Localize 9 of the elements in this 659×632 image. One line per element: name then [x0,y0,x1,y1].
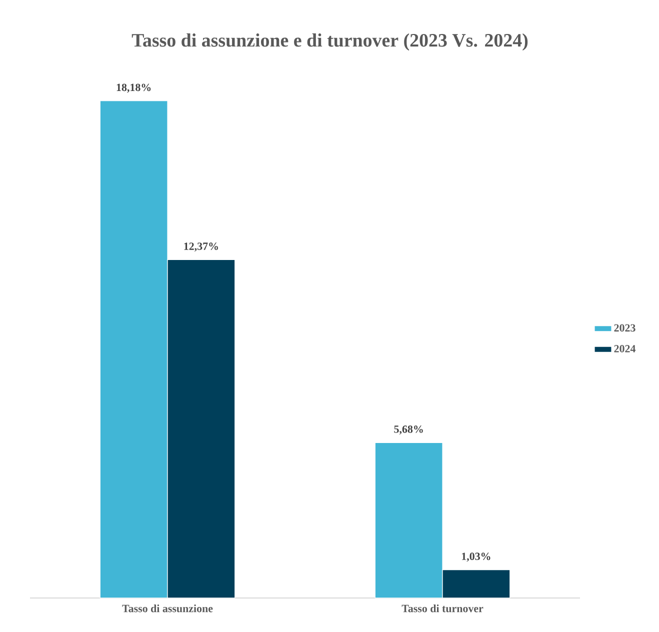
legend-label: 2023 [614,324,636,332]
x-tick-label: Tasso di assunzione [122,604,213,612]
data-label: 12,37% [184,242,218,252]
data-label: 1,03% [462,552,490,562]
legend-label: 2024 [614,344,636,352]
chart-title: Tasso di assunzione e di turnover (2023 Vs. 2024) [132,33,528,51]
data-label: 5,68% [394,425,423,434]
data-label: 18,18% [116,84,151,93]
x-tick-label: Tasso di turnover [402,604,484,612]
